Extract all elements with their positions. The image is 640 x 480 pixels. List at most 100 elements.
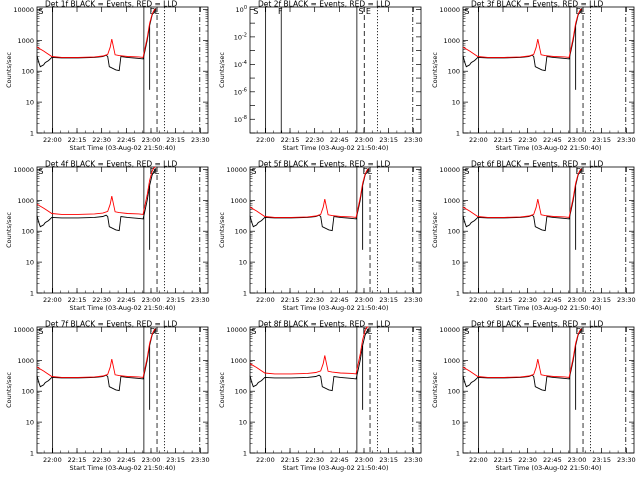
x-axis-label: Start Time (03-Aug-02 21:50:40) [282, 464, 388, 472]
y-tick-label: 100 [236, 5, 247, 14]
y-tick-label: 1000 [443, 197, 460, 205]
x-tick-label: 22:00 [256, 456, 275, 464]
y-tick-label: 1 [243, 290, 247, 298]
y-tick-label: 1 [30, 290, 34, 298]
y-tick-label: 100 [448, 68, 460, 76]
y-tick-label: 10000 [226, 166, 247, 174]
x-tick-label: 22:15 [68, 456, 87, 464]
x-tick-label: 22:00 [469, 296, 488, 304]
marker-letter: F [278, 7, 283, 16]
marker-letter: S [253, 7, 258, 16]
x-tick-label: 23:00 [568, 296, 587, 304]
marker-letter: S [464, 167, 469, 176]
plot-frame [249, 6, 422, 134]
marker-letter: L [368, 327, 373, 336]
x-tick-label: 22:15 [281, 296, 300, 304]
y-tick-label: 100 [448, 388, 460, 396]
marker-letter: D [363, 327, 369, 336]
marker-letter: D [363, 167, 369, 176]
series-events [462, 329, 582, 392]
y-tick-label: 1 [30, 130, 34, 138]
x-tick-label: 22:45 [330, 136, 349, 144]
plot-frame [36, 326, 209, 454]
marker-letter: D [150, 7, 156, 16]
x-tick-label: 23:30 [404, 456, 423, 464]
x-tick-label: 23:15 [166, 296, 185, 304]
series-lld [249, 326, 369, 375]
y-axis-label: Counts/sec [218, 372, 226, 408]
x-tick-label: 22:45 [330, 296, 349, 304]
series-lld [462, 8, 582, 58]
x-tick-label: 22:15 [68, 296, 87, 304]
x-axis-label: Start Time (03-Aug-02 21:50:40) [69, 464, 175, 472]
y-tick-label: 100 [22, 388, 34, 396]
x-tick-label: 22:15 [494, 296, 513, 304]
plot-frame [36, 6, 209, 134]
series-events [249, 169, 369, 232]
x-axis-label: Start Time (03-Aug-02 21:50:40) [282, 144, 388, 152]
x-tick-label: 23:30 [617, 296, 636, 304]
marker-letter: L [155, 327, 160, 336]
x-tick-label: 23:00 [355, 296, 374, 304]
x-tick-label: 23:00 [142, 136, 161, 144]
y-tick-label: 1000 [230, 357, 247, 365]
x-tick-label: 22:30 [518, 456, 537, 464]
marker-letter: D [576, 167, 582, 176]
panel-title: Det 7f BLACK = Events, RED = LLD [45, 320, 178, 329]
y-tick-label: 1 [456, 130, 460, 138]
x-tick-label: 22:30 [518, 296, 537, 304]
marker-letter: S [251, 327, 256, 336]
x-tick-label: 22:30 [305, 456, 324, 464]
panel-det-9f: Det 9f BLACK = Events, RED = LLD 1 10 100 10… [431, 320, 636, 473]
y-tick-label: 1 [243, 450, 247, 458]
x-tick-label: 23:30 [404, 136, 423, 144]
panel-title: Det 4f BLACK = Events, RED = LLD [45, 160, 178, 169]
x-tick-label: 22:00 [256, 136, 275, 144]
y-tick-label: 10 [239, 259, 247, 267]
y-tick-label: 100 [448, 228, 460, 236]
marker-letter: D [576, 327, 582, 336]
marker-letter: L [581, 327, 586, 336]
marker-letter: D [150, 167, 156, 176]
y-tick-label: 10000 [439, 326, 460, 334]
y-tick-label: 1 [30, 450, 34, 458]
panel-title: Det 1f BLACK = Events, RED = LLD [45, 0, 178, 9]
panel-det-2f: Det 2f BLACK = Events, RED = LLD 10-8 10-6… [218, 0, 423, 152]
x-tick-label: 22:45 [330, 456, 349, 464]
x-tick-label: 23:00 [142, 296, 161, 304]
marker-letter: S [359, 7, 364, 16]
series-events [249, 329, 369, 392]
x-tick-label: 23:15 [592, 296, 611, 304]
y-tick-label: 10-2 [234, 32, 247, 41]
plot-frame [249, 166, 422, 294]
x-axis-label: Start Time (03-Aug-02 21:50:40) [69, 304, 175, 312]
y-tick-label: 10-4 [234, 60, 247, 69]
panel-det-4f: Det 4f BLACK = Events, RED = LLD 1 10 100 10… [5, 160, 210, 313]
x-tick-label: 22:30 [305, 136, 324, 144]
y-tick-label: 10 [239, 419, 247, 427]
marker-letter: S [251, 167, 256, 176]
y-tick-label: 10000 [226, 326, 247, 334]
x-tick-label: 22:15 [281, 456, 300, 464]
y-tick-label: 100 [22, 228, 34, 236]
plot-frame [462, 166, 635, 294]
marker-letter: L [368, 167, 373, 176]
x-tick-label: 23:30 [191, 136, 210, 144]
x-tick-label: 22:45 [543, 296, 562, 304]
x-tick-label: 22:30 [92, 456, 111, 464]
marker-letter: S [38, 7, 43, 16]
y-tick-label: 1000 [443, 37, 460, 45]
panel-title: Det 2f BLACK = Events, RED = LLD [258, 0, 391, 9]
y-tick-label: 10000 [439, 166, 460, 174]
series-events [36, 329, 156, 392]
series-events [462, 9, 582, 72]
plot-frame [36, 166, 209, 294]
y-tick-label: 10000 [13, 166, 34, 174]
marker-letter: L [155, 7, 160, 16]
y-tick-label: 10 [26, 259, 34, 267]
x-tick-label: 22:30 [518, 136, 537, 144]
x-tick-label: 22:00 [469, 456, 488, 464]
y-tick-label: 10 [452, 259, 460, 267]
x-tick-label: 23:00 [355, 136, 374, 144]
y-tick-label: 10 [452, 99, 460, 107]
